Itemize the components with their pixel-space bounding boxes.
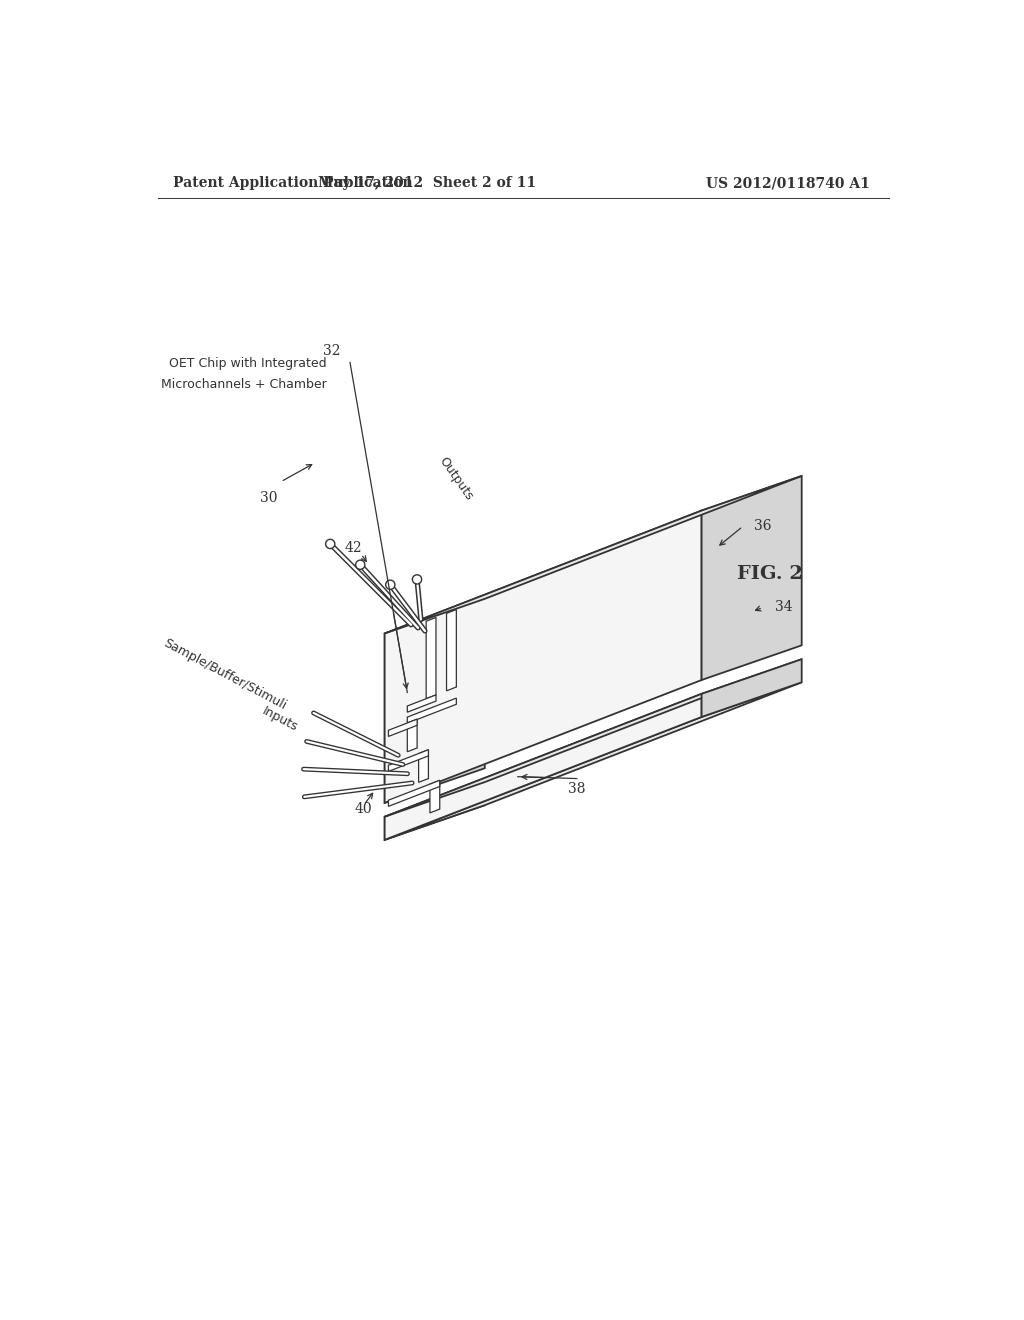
Polygon shape	[408, 694, 436, 713]
Text: OET Chip with Integrated: OET Chip with Integrated	[169, 358, 327, 370]
Polygon shape	[446, 610, 457, 690]
Polygon shape	[388, 719, 417, 737]
Polygon shape	[408, 719, 417, 752]
Polygon shape	[385, 682, 802, 840]
Polygon shape	[385, 477, 802, 634]
Text: 36: 36	[755, 519, 772, 533]
Polygon shape	[385, 599, 484, 803]
Circle shape	[326, 540, 335, 549]
Polygon shape	[701, 477, 802, 680]
Text: 40: 40	[354, 803, 373, 816]
Text: May 17, 2012  Sheet 2 of 11: May 17, 2012 Sheet 2 of 11	[317, 176, 537, 190]
Circle shape	[386, 579, 395, 589]
Polygon shape	[701, 659, 802, 717]
Polygon shape	[430, 780, 439, 813]
Text: 32: 32	[324, 343, 341, 358]
Text: Outputs: Outputs	[436, 455, 475, 503]
Circle shape	[355, 560, 365, 569]
Text: Inputs: Inputs	[259, 704, 300, 734]
Polygon shape	[385, 694, 701, 840]
Polygon shape	[388, 780, 439, 807]
Text: Sample/Buffer/Stimuli: Sample/Buffer/Stimuli	[162, 638, 289, 713]
Text: US 2012/0118740 A1: US 2012/0118740 A1	[706, 176, 869, 190]
Text: 30: 30	[260, 491, 278, 506]
Text: 38: 38	[568, 783, 586, 796]
Polygon shape	[388, 750, 428, 771]
Text: 42: 42	[344, 541, 362, 554]
Polygon shape	[426, 618, 436, 698]
Polygon shape	[408, 698, 457, 723]
Text: Patent Application Publication: Patent Application Publication	[173, 176, 413, 190]
Text: FIG. 2: FIG. 2	[736, 565, 803, 583]
Text: Microchannels + Chamber: Microchannels + Chamber	[161, 378, 327, 391]
Text: 34: 34	[774, 601, 793, 615]
Polygon shape	[385, 781, 484, 840]
Polygon shape	[419, 750, 428, 783]
Polygon shape	[385, 511, 701, 803]
Polygon shape	[385, 659, 802, 817]
Circle shape	[413, 574, 422, 583]
